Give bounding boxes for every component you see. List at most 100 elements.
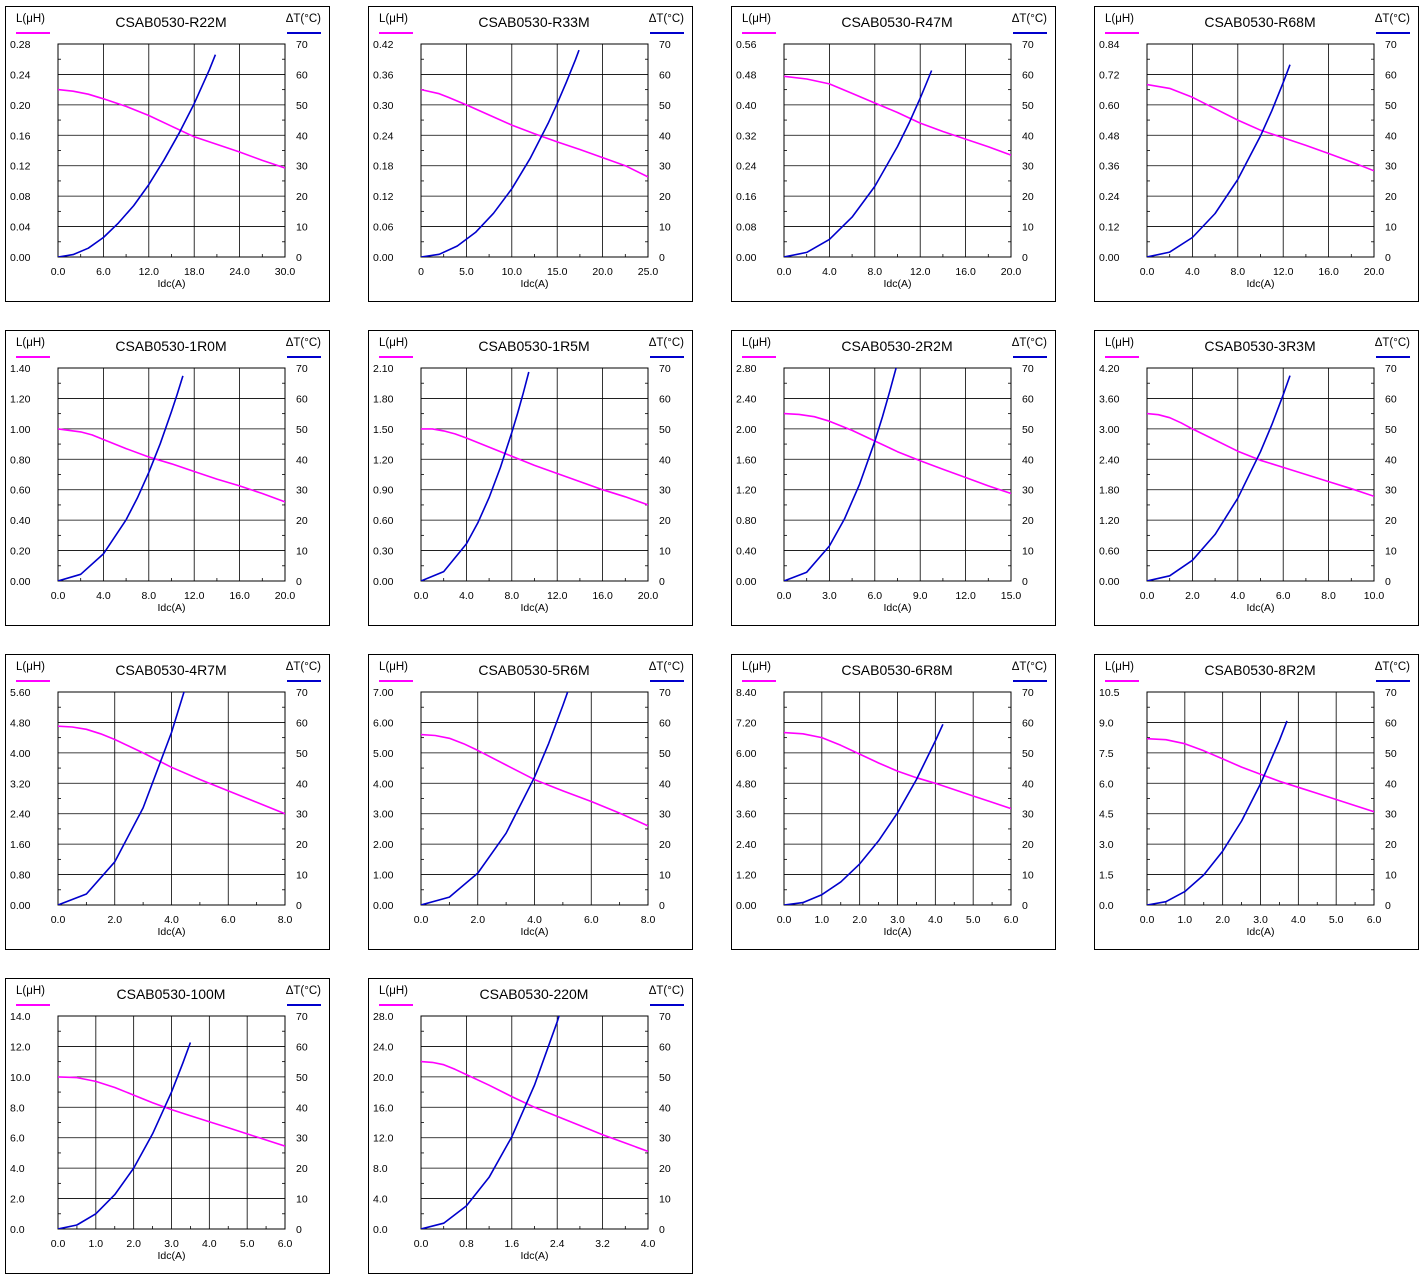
chart-svg: L(μH) ΔT(°C) CSAB0530-R33M 0.00 0.06 0.12 0.18…	[373, 13, 684, 290]
right-tick-label: 10	[1385, 870, 1397, 882]
left-tick-label: 0.24	[10, 69, 31, 81]
chart-svg: L(μH) ΔT(°C) CSAB0530-100M 0.0 2.0 4.0 6.0 8.0 1…	[10, 985, 321, 1262]
right-tick-label: 70	[1385, 39, 1397, 51]
right-tick-label: 0	[1022, 576, 1028, 588]
x-axis-label: Idc(A)	[1246, 278, 1274, 290]
x-tick-label: 12.0	[547, 590, 568, 602]
right-tick-label: 50	[1022, 424, 1034, 436]
right-tick-label: 30	[659, 485, 671, 497]
left-tick-label: 0.60	[10, 485, 31, 497]
x-tick-label: 1.0	[89, 1238, 104, 1250]
x-tick-label: 20.0	[592, 266, 613, 278]
right-tick-label: 20	[659, 1163, 671, 1175]
left-tick-label: 0.18	[373, 161, 394, 173]
x-tick-label: 4.0	[928, 914, 943, 926]
x-tick-label: 0.0	[1140, 590, 1155, 602]
left-tick-label: 5.00	[373, 748, 394, 760]
plot-frame	[420, 367, 649, 582]
right-tick-label: 70	[1022, 39, 1034, 51]
left-tick-label: 7.20	[736, 717, 757, 729]
left-tick-label: 4.0	[10, 1163, 25, 1175]
right-tick-label: 70	[659, 39, 671, 51]
left-tick-label: 1.40	[10, 363, 31, 375]
inductance-curve	[58, 88, 285, 169]
left-tick-label: 0.30	[373, 100, 394, 112]
left-tick-label: 0.00	[373, 576, 394, 588]
right-axis-unit: ΔT(°C)	[1012, 13, 1047, 25]
x-tick-label: 2.4	[550, 1238, 565, 1250]
left-tick-label: 0.40	[736, 100, 757, 112]
left-tick-label: 0.80	[736, 515, 757, 527]
right-tick-label: 10	[296, 1194, 308, 1206]
left-tick-label: 0.00	[10, 576, 31, 588]
right-tick-label: 0	[659, 1224, 665, 1236]
left-tick-label: 4.80	[10, 717, 31, 729]
plot-frame	[420, 43, 649, 258]
left-tick-label: 0.36	[1099, 161, 1120, 173]
chart-title: CSAB0530-2R2M	[841, 338, 952, 354]
right-tick-label: 30	[1022, 161, 1034, 173]
chart-svg: L(μH) ΔT(°C)CSAB0530-5R6M0.001.002.003.00…	[373, 661, 684, 938]
x-axis-label: Idc(A)	[157, 926, 185, 938]
chart-title: CSAB0530-1R5M	[478, 338, 589, 354]
left-tick-label: 24.0	[373, 1041, 394, 1053]
left-tick-label: 0.00	[10, 900, 31, 912]
right-axis-unit: ΔT(°C)	[1012, 661, 1047, 673]
right-tick-label: 40	[1022, 130, 1034, 142]
right-axis-unit: ΔT(°C)	[286, 661, 321, 673]
left-tick-label: 0.12	[1099, 222, 1120, 234]
inductance-curve	[1147, 412, 1374, 498]
x-axis-label: Idc(A)	[520, 602, 548, 614]
right-tick-label: 40	[1385, 130, 1397, 142]
left-tick-label: 20.0	[373, 1072, 394, 1084]
left-tick-label: 0.12	[373, 191, 394, 203]
right-tick-label: 70	[1022, 687, 1034, 699]
right-tick-label: 60	[296, 717, 308, 729]
left-tick-label: 8.0	[10, 1102, 25, 1114]
right-tick-label: 70	[296, 687, 308, 699]
x-tick-label: 2.0	[470, 914, 485, 926]
right-tick-label: 20	[659, 515, 671, 527]
right-tick-label: 50	[659, 424, 671, 436]
right-tick-label: 70	[1022, 363, 1034, 375]
x-tick-label: 0.0	[777, 266, 792, 278]
right-tick-label: 30	[659, 809, 671, 821]
right-tick-label: 0	[1385, 252, 1391, 264]
left-tick-label: 0.80	[10, 870, 31, 882]
left-tick-label: 1.50	[373, 424, 394, 436]
x-tick-label: 0.0	[1140, 266, 1155, 278]
x-tick-label: 8.0	[1230, 266, 1245, 278]
right-tick-label: 30	[296, 161, 308, 173]
temperature-rise-curve	[421, 1016, 560, 1229]
inductance-curve	[421, 88, 648, 178]
x-tick-label: 4.0	[164, 914, 179, 926]
x-tick-label: 16.0	[229, 590, 250, 602]
chart-title: CSAB0530-5R6M	[478, 662, 589, 678]
right-tick-label: 40	[1385, 778, 1397, 790]
x-tick-label: 6.0	[1276, 590, 1291, 602]
right-tick-label: 0	[296, 900, 302, 912]
x-axis-label: Idc(A)	[883, 602, 911, 614]
right-tick-label: 20	[659, 191, 671, 203]
x-tick-label: 4.0	[822, 266, 837, 278]
right-tick-label: 30	[296, 1133, 308, 1145]
right-tick-label: 10	[296, 870, 308, 882]
left-tick-label: 0.00	[373, 252, 394, 264]
chart-panel: L(μH) ΔT(°C) CSAB0530-1R0M 0.00 0.20 0.40 0.60…	[5, 330, 330, 626]
x-tick-label: 0.0	[51, 266, 66, 278]
x-tick-label: 2.0	[1185, 590, 1200, 602]
temperature-rise-curve	[784, 723, 944, 905]
x-axis-label: Idc(A)	[520, 1250, 548, 1262]
x-tick-label: 8.0	[504, 590, 519, 602]
right-tick-label: 70	[1385, 687, 1397, 699]
left-tick-label: 0.06	[373, 222, 394, 234]
chart-panel: L(μH) ΔT(°C) CSAB0530-100M 0.0 2.0 4.0 6.0 8.0 1…	[5, 978, 330, 1274]
left-tick-label: 0.12	[10, 161, 31, 173]
right-tick-label: 20	[296, 191, 308, 203]
x-tick-label: 6.0	[1004, 914, 1019, 926]
left-tick-label: 2.40	[1099, 454, 1120, 466]
right-tick-label: 10	[1385, 222, 1397, 234]
x-tick-label: 20.0	[1001, 266, 1022, 278]
chart-title: CSAB0530-6R8M	[841, 662, 952, 678]
left-tick-label: 0.28	[10, 39, 31, 51]
